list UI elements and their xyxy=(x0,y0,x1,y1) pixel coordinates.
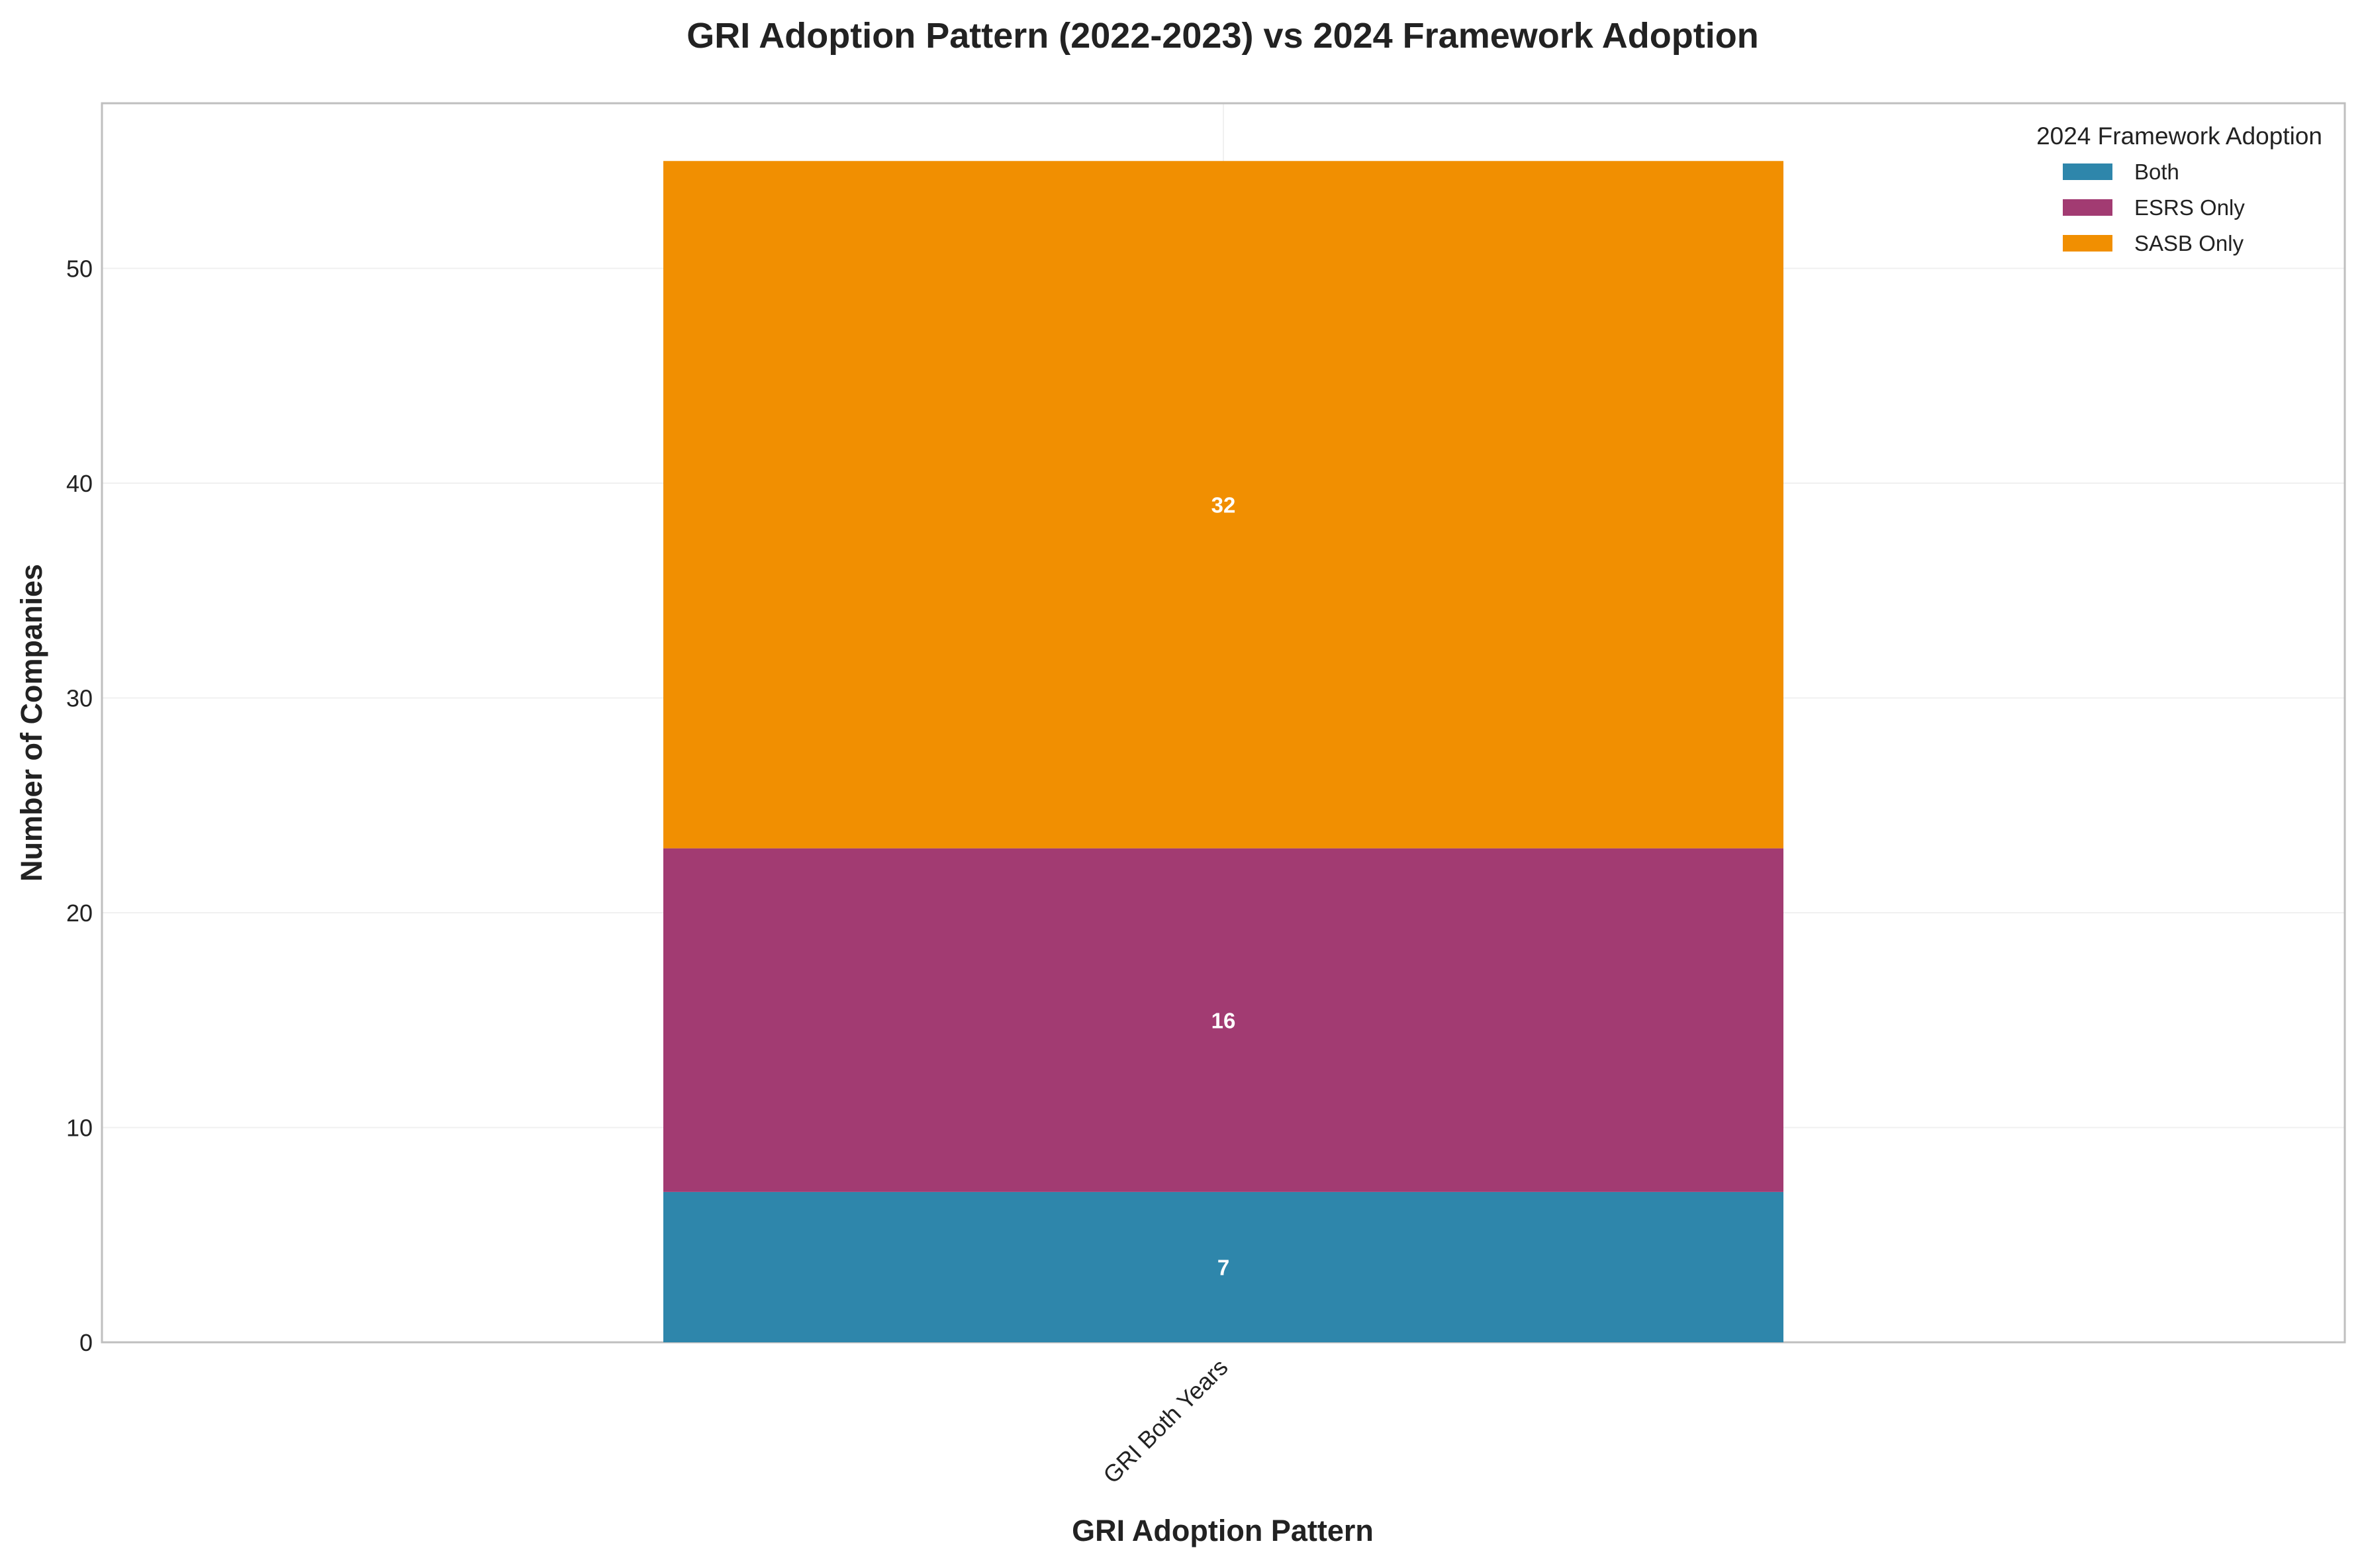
x-axis-ticks: GRI Both Years xyxy=(1098,1354,1233,1489)
y-tick-label: 10 xyxy=(66,1115,93,1142)
data-labels: 7 16 32 xyxy=(1211,492,1236,1279)
legend-swatch xyxy=(2063,163,2112,180)
legend-entry: ESRS Only xyxy=(2134,195,2245,220)
data-label: 32 xyxy=(1211,492,1236,517)
y-tick-label: 30 xyxy=(66,685,93,712)
legend-entry: Both xyxy=(2134,160,2179,184)
legend-items: Both ESRS Only SASB Only xyxy=(2063,160,2245,255)
legend: 2024 Framework Adoption Both ESRS Only SAS… xyxy=(2036,122,2322,255)
x-axis-label: GRI Adoption Pattern xyxy=(1072,1514,1374,1547)
legend-entry: SASB Only xyxy=(2134,231,2244,255)
y-tick-label: 20 xyxy=(66,899,93,927)
y-tick-label: 50 xyxy=(66,255,93,283)
data-label: 16 xyxy=(1211,1008,1236,1033)
bar-stack xyxy=(663,161,1783,1342)
legend-swatch xyxy=(2063,235,2112,252)
data-label: 7 xyxy=(1217,1255,1229,1279)
y-axis-ticks: 0 10 20 30 40 50 xyxy=(66,255,93,1357)
bar-segment-both xyxy=(663,1191,1783,1342)
y-axis-label: Number of Companies xyxy=(15,564,48,882)
x-tick-label: GRI Both Years xyxy=(1098,1354,1233,1489)
chart-title: GRI Adoption Pattern (2022-2023) vs 2024… xyxy=(686,16,1758,56)
bar-segment-esrs-only xyxy=(663,848,1783,1192)
legend-swatch xyxy=(2063,199,2112,216)
y-tick-label: 40 xyxy=(66,470,93,497)
legend-title: 2024 Framework Adoption xyxy=(2036,122,2322,150)
bar-segment-sasb-only xyxy=(663,161,1783,849)
y-tick-label: 0 xyxy=(79,1329,93,1356)
